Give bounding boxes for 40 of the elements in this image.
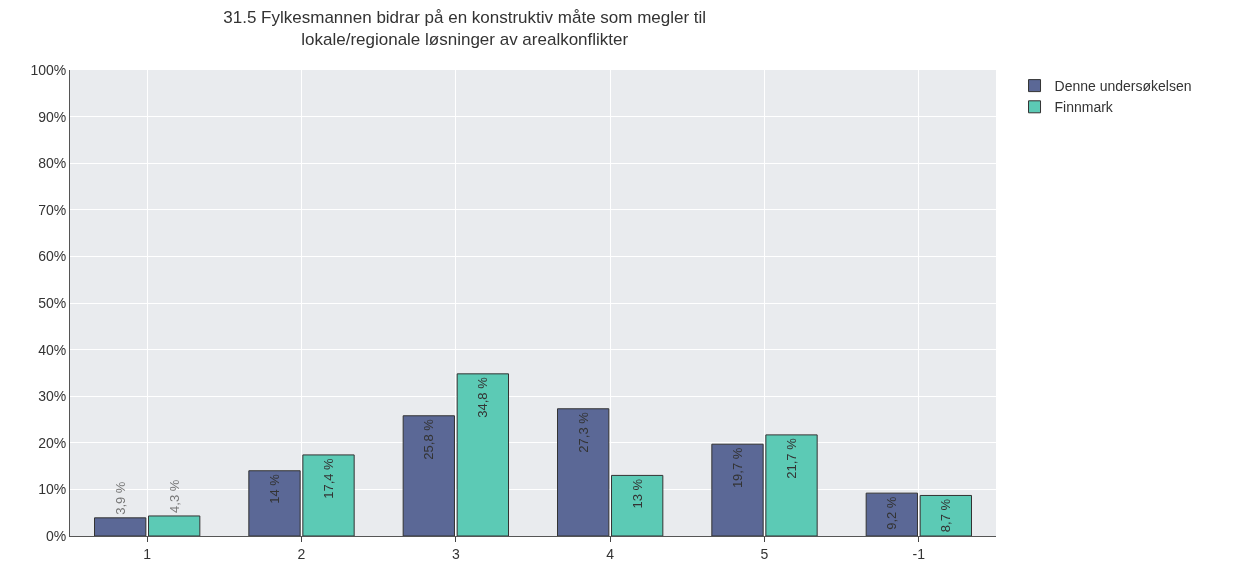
x-tick-label: 3 — [451, 545, 460, 562]
y-tick-label: 10% — [38, 481, 67, 498]
data-label: 8,7 % — [938, 498, 954, 533]
bar — [94, 517, 147, 536]
bar — [148, 515, 201, 536]
y-tick-label: 50% — [38, 294, 67, 311]
data-label: 4,3 % — [166, 479, 182, 513]
y-tick-label: 30% — [38, 388, 67, 405]
y-tick-label: 20% — [38, 434, 67, 451]
legend-label: Denne undersøkelsen — [1054, 78, 1192, 95]
data-label: 34,8 % — [475, 376, 491, 418]
x-tick-label: 4 — [606, 545, 615, 562]
data-label: 17,4 % — [321, 457, 337, 499]
chart-title: 31.5 Fylkesmannen bidrar på en konstruktiv måte som megler til lokale/regionale løsninger av arealkonflikter — [223, 8, 707, 50]
bar — [456, 373, 509, 536]
x-tick-label: 2 — [297, 545, 306, 562]
legend-label: Finnmark — [1054, 99, 1114, 116]
bar — [402, 415, 455, 536]
bar — [557, 408, 610, 536]
bar — [865, 492, 918, 536]
y-tick-label: 90% — [38, 108, 67, 125]
data-label: 9,2 % — [884, 496, 900, 530]
data-label: 27,3 % — [575, 411, 591, 453]
data-label: 13 % — [629, 478, 645, 509]
bar — [611, 474, 664, 536]
data-label: 3,9 % — [112, 481, 128, 515]
data-label: 19,7 % — [729, 447, 745, 489]
y-tick-label: 40% — [38, 341, 67, 358]
x-tick-label: 1 — [143, 545, 152, 562]
data-label: 25,8 % — [421, 418, 437, 460]
y-tick-label: 0% — [45, 527, 67, 544]
y-tick-label: 60% — [38, 248, 67, 265]
y-tick-label: 100% — [30, 61, 67, 78]
data-label: 21,7 % — [784, 437, 800, 479]
y-tick-label: 80% — [38, 155, 67, 172]
bar — [919, 494, 972, 536]
x-tick-label: -1 — [912, 545, 926, 562]
y-tick-label: 70% — [38, 201, 67, 218]
x-tick-label: 5 — [760, 545, 769, 562]
data-label: 14 % — [266, 473, 282, 504]
